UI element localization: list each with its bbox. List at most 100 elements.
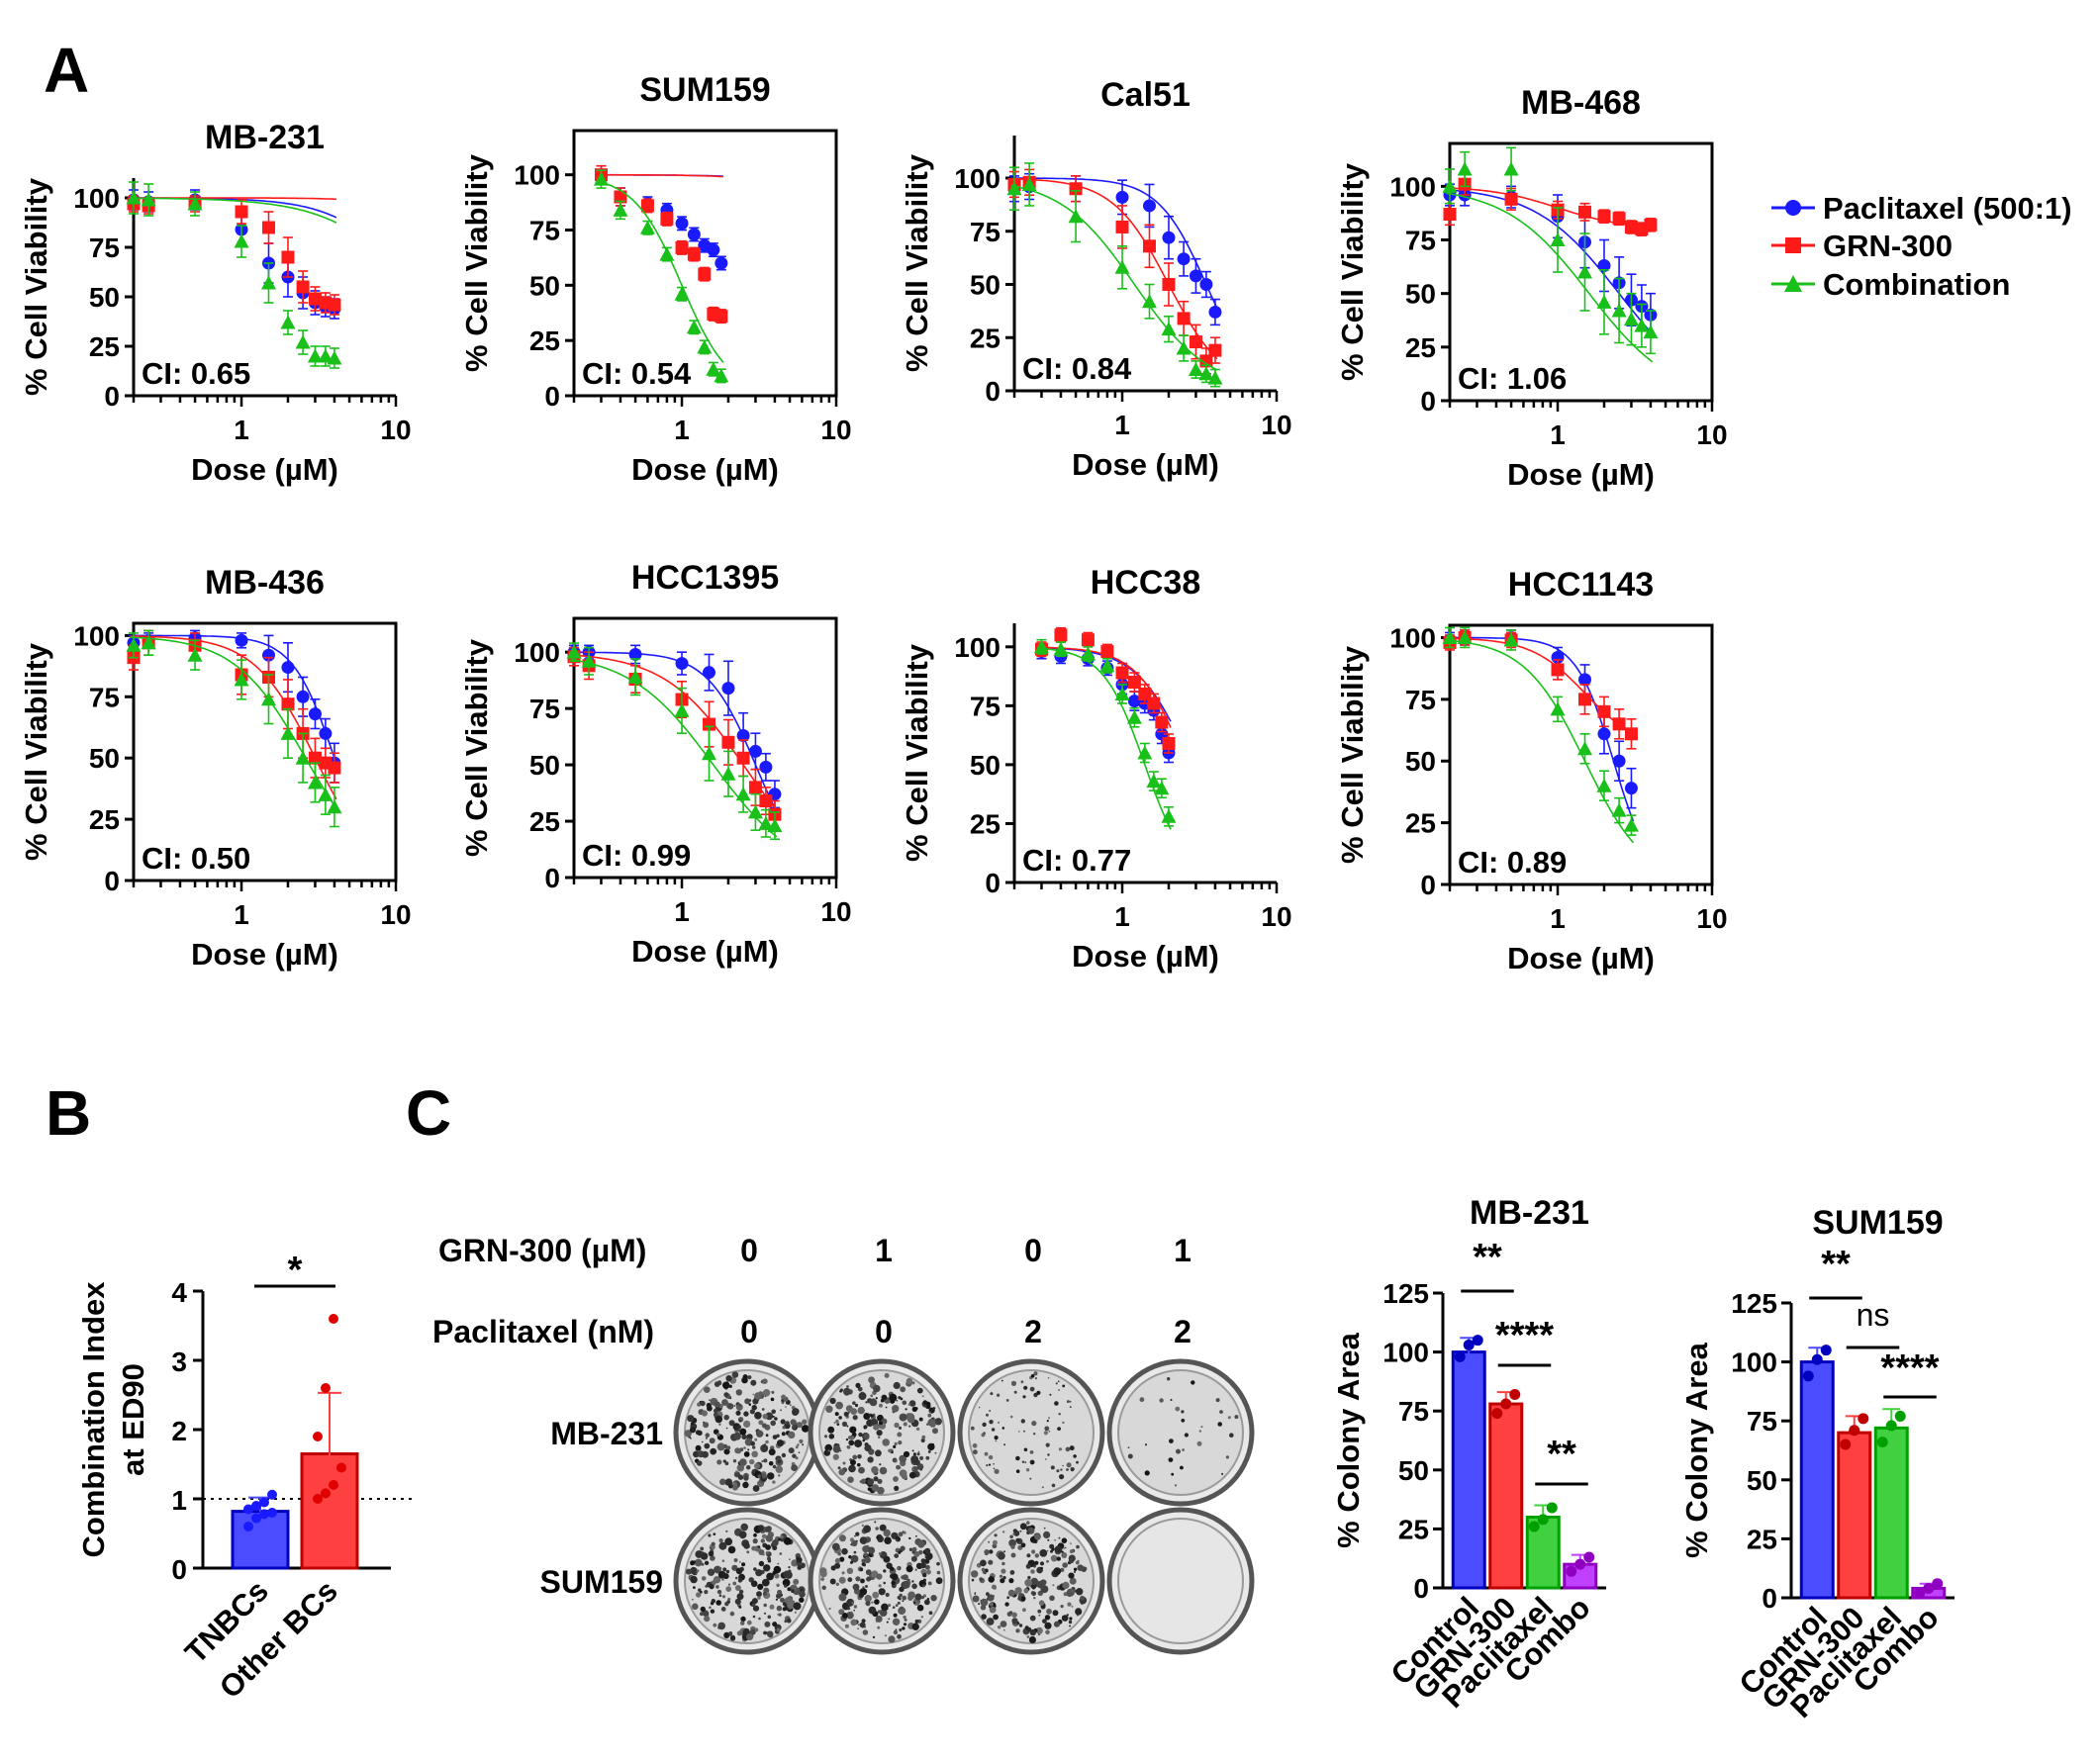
colony-dot [735,1410,741,1416]
colony-dot [1036,1580,1045,1589]
colony-dot [863,1413,871,1420]
colony-dot [875,1527,879,1531]
paclitaxel-dose-3: 2 [1024,1314,1042,1349]
colony-dot [715,1600,721,1606]
data-point [328,298,341,312]
colony-dot [785,1406,787,1408]
colony-dot [1066,1614,1070,1617]
colony-dot [727,1598,731,1601]
colony-dot [1009,1570,1015,1575]
data-point [235,205,248,219]
colony-dot [908,1400,916,1407]
data-point [260,692,276,706]
colony-dot [1182,1448,1185,1451]
chart-title: Cal51 [1100,76,1191,114]
colony-dot [723,1414,729,1421]
colony-dot [1024,1579,1033,1587]
colony-dot [1011,1612,1017,1619]
y-tick-label: 75 [1405,685,1436,715]
colony-dot [935,1577,943,1585]
colony-dot [1060,1605,1064,1609]
colony-dot [741,1562,746,1567]
colony-dot [911,1466,918,1473]
colony-dot [987,1595,991,1598]
row-label-grn300: GRN-300 (µM) [438,1233,646,1268]
y-axis-label: Combination Index [76,1281,111,1558]
colony-dot [883,1555,891,1563]
colony-dot [850,1436,855,1440]
colony-dot [850,1619,858,1626]
x-tick-label: 10 [380,899,411,930]
paclitaxel-dose-1: 0 [740,1314,758,1349]
colony-dot [703,1421,706,1424]
colony-dot [1000,1621,1007,1627]
colony-dot [838,1416,842,1420]
colony-dot [752,1615,756,1619]
data-point [715,256,728,270]
x-tick-label: 1 [674,896,690,927]
colony-dot [733,1432,741,1440]
colony-dot [1077,1559,1080,1562]
colony-dot [870,1394,874,1398]
colony-dot [721,1559,725,1562]
data-point [614,190,627,204]
data-point [141,635,156,650]
colony-dot [911,1580,914,1583]
colony-dot [994,1436,999,1440]
data-point [267,1508,277,1518]
plot-frame [1448,141,1714,403]
colony-dot [711,1541,715,1546]
data-point [1885,1420,1897,1432]
colony-dot [974,1592,977,1594]
colony-dot [1052,1584,1055,1587]
colony-dot [827,1449,830,1452]
colony-dot [1066,1468,1069,1471]
colony-dot [1058,1389,1060,1391]
colony-dot [751,1603,756,1608]
colony-dot [839,1534,846,1542]
colony-dot [788,1447,795,1454]
colony-dot [1024,1461,1027,1464]
colony-dot [705,1433,711,1438]
fit-curve-combination [1446,192,1654,363]
colony-dot [1225,1455,1229,1459]
colony-dot [908,1471,916,1479]
colony-dot [1018,1431,1020,1433]
series-combination [126,629,342,828]
data-point [235,633,248,647]
combination-index-annotation: CI: 0.77 [1022,843,1131,878]
legend: Paclitaxel (500:1)GRN-300 Combination [1771,191,2072,302]
colony-dot [1045,1629,1050,1635]
colony-dot [762,1591,767,1596]
colony-dot [885,1592,890,1598]
colony-dot [911,1468,915,1471]
colony-dot [871,1419,879,1427]
data-point [308,292,322,306]
colony-dot [858,1624,860,1626]
colony-dot [894,1553,900,1558]
colony-dot [713,1532,716,1535]
colony-dot [777,1589,783,1595]
colony-dot [1054,1545,1063,1553]
colony-dot [1060,1567,1065,1572]
data-point [251,1501,261,1511]
culture-plate-sum159-1 [673,1507,821,1655]
colony-dot [876,1533,883,1541]
colony-dot [998,1551,1005,1560]
chart-title: MB-436 [205,564,325,602]
data-point [1932,1578,1944,1590]
data-point [1612,754,1626,768]
colony-dot [1073,1454,1077,1458]
colony-dot [927,1581,932,1586]
data-point [1006,181,1022,196]
colony-dot [739,1428,747,1436]
data-point [187,647,203,662]
colony-dot [695,1572,698,1575]
colony-dot [777,1562,780,1565]
colony-dot [846,1385,849,1388]
data-point [748,744,762,758]
data-point [1858,1413,1869,1425]
colony-dot [753,1532,757,1537]
colony-dot [763,1458,768,1463]
colony-dot [1061,1537,1068,1543]
